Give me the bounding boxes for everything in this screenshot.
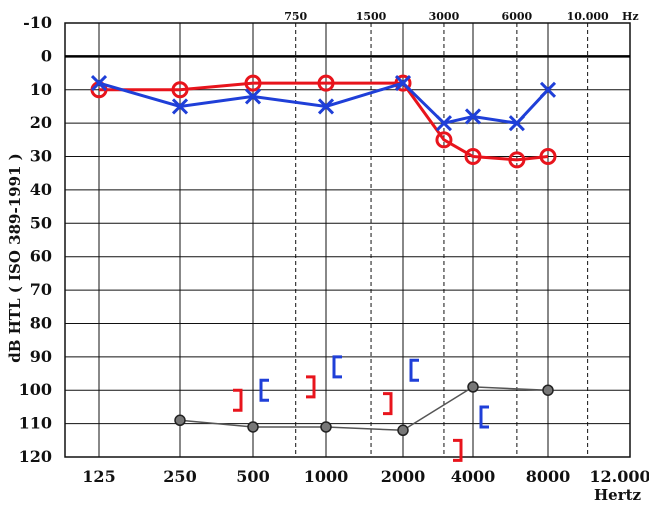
- data-point: [171, 81, 189, 99]
- data-point: [508, 115, 525, 132]
- y-tick-label: 50: [30, 213, 52, 232]
- data-point: [539, 81, 557, 98]
- y-tick-label: 80: [30, 313, 52, 332]
- x-tick-label: 4000: [451, 467, 496, 486]
- x-tick-label: 125: [82, 467, 115, 486]
- y-tick-label: 100: [19, 380, 52, 399]
- y-tick-label: 30: [30, 147, 52, 166]
- y-tick-label: 60: [30, 247, 52, 266]
- y-axis-label: dB HTL ( ISO 389-1991 ): [6, 153, 24, 363]
- x-axis-label: Hertz: [594, 486, 642, 504]
- data-point: [464, 148, 482, 166]
- x-tick-label: 8000: [526, 467, 571, 486]
- top-tick-label: 10.000: [567, 10, 609, 23]
- cross-stroke: [171, 98, 189, 115]
- top-axis-unit: Hz: [622, 10, 639, 23]
- cross-stroke: [539, 81, 557, 98]
- cross-stroke: [244, 88, 262, 105]
- chart-marks: [90, 74, 557, 462]
- data-point: [320, 421, 332, 433]
- top-tick-label: 6000: [502, 10, 533, 23]
- series-line: [179, 386, 549, 432]
- data-point: [464, 108, 482, 125]
- data-point: [171, 98, 189, 115]
- chart-text: dB HTL ( ISO 389-1991 ) Hertz Hz -10 0 10 2…: [6, 10, 649, 504]
- data-point: [435, 115, 453, 132]
- data-point: [90, 75, 108, 92]
- top-tick-label: 3000: [429, 10, 460, 23]
- x-tick-label: 12.000: [589, 467, 649, 486]
- cross-stroke: [435, 115, 453, 132]
- cross-stroke: [90, 75, 108, 92]
- series-line: [99, 81, 549, 162]
- data-point: [539, 148, 557, 166]
- bone-mark-left: [259, 378, 269, 402]
- y-tick-label: 90: [30, 347, 52, 366]
- data-point: [317, 98, 335, 115]
- data-point: [244, 88, 262, 105]
- y-tick-label: 120: [19, 447, 52, 466]
- y-tick-label: 0: [41, 46, 52, 65]
- x-tick-label: 500: [236, 467, 269, 486]
- cross-stroke: [317, 98, 335, 115]
- y-tick-label: 10: [30, 80, 52, 99]
- data-point: [397, 424, 409, 437]
- y-tick-label: 70: [30, 280, 52, 299]
- data-point: [467, 381, 479, 393]
- cross-stroke: [508, 115, 525, 132]
- data-point: [435, 131, 453, 149]
- bone-mark-right: [453, 438, 463, 462]
- x-tick-label: 2000: [381, 467, 426, 486]
- cross-stroke: [394, 75, 412, 92]
- data-point: [317, 74, 335, 92]
- y-tick-label: 20: [30, 113, 52, 132]
- y-tick-label: 40: [30, 180, 52, 199]
- data-point: [394, 74, 412, 92]
- data-point: [247, 421, 259, 433]
- cross-stroke: [464, 108, 482, 125]
- top-tick-label: 1500: [356, 10, 387, 23]
- data-point: [174, 414, 186, 427]
- top-tick-label: 750: [284, 10, 307, 23]
- x-tick-label: 250: [163, 467, 196, 486]
- bone-mark-right: [306, 375, 316, 399]
- bone-mark-left: [479, 405, 489, 429]
- y-tick-label: -10: [23, 13, 52, 32]
- data-point: [542, 384, 554, 396]
- data-point: [244, 74, 262, 92]
- bone-mark-right: [383, 392, 393, 416]
- bone-mark-left: [332, 355, 342, 379]
- x-tick-label: 1000: [304, 467, 349, 486]
- data-point: [394, 75, 412, 92]
- y-tick-label: 110: [19, 414, 52, 433]
- bone-mark-left: [409, 358, 419, 382]
- bone-mark-right: [233, 388, 243, 412]
- data-point: [508, 151, 526, 169]
